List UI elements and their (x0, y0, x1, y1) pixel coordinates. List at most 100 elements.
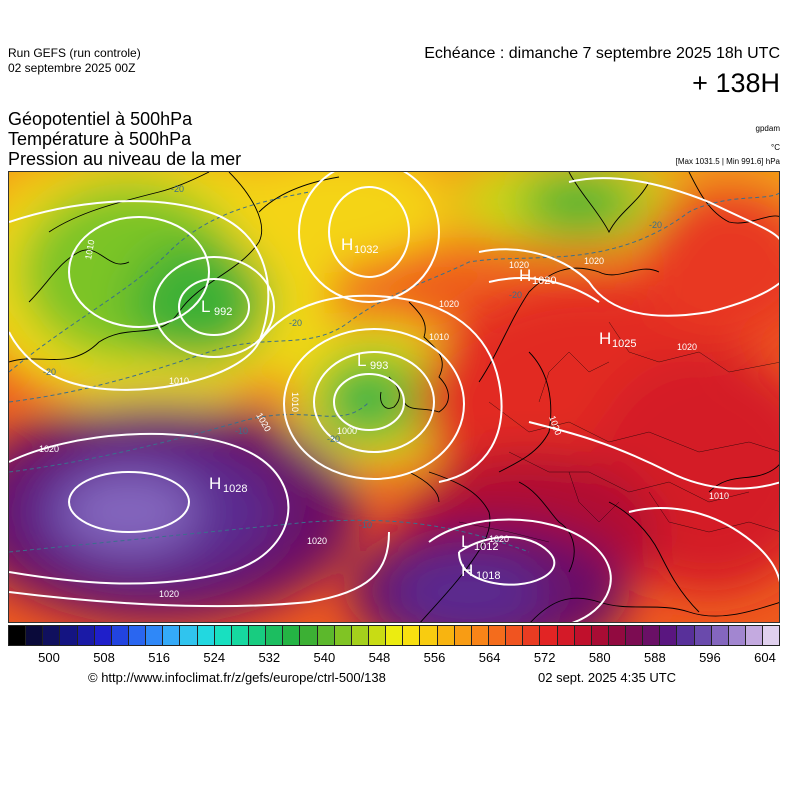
map-svg: H 1032 H 1020 L 992 L 993 H 1025 H 1028 … (9, 172, 779, 622)
generated-timestamp: 02 sept. 2025 4:35 UTC (538, 670, 677, 685)
forecast-hour: + 138H (692, 68, 780, 98)
isobar-labels: 1010 1010 1020 1020 1020 1020 1020 1010 … (39, 239, 729, 599)
colorbar-tick-label: 580 (588, 650, 611, 665)
center-value-label: 992 (214, 306, 232, 318)
colorbar-swatch (591, 626, 609, 645)
unit-geopotential: gpdam (755, 124, 780, 133)
isotherm-label: -20 (509, 290, 522, 300)
colorbar-swatch (9, 626, 27, 645)
colorbar-swatch (728, 626, 747, 645)
weather-map: H 1032 H 1020 L 992 L 993 H 1025 H 1028 … (8, 171, 780, 623)
colorbar-swatch (283, 626, 301, 645)
isobars (9, 172, 779, 622)
colorbar-swatch (43, 626, 61, 645)
isotherm-label: -10 (359, 520, 372, 530)
center-type-label: H (599, 329, 611, 348)
unit-temperature: °C (771, 143, 780, 152)
isobar-label: 1000 (337, 426, 357, 436)
center-value-label: 1025 (612, 338, 636, 350)
colorbar-swatch (506, 626, 524, 645)
country-borders (458, 321, 779, 543)
center-value-label: 1028 (223, 483, 247, 495)
colorbar-tick-label: 532 (258, 650, 281, 665)
center-value-label: 1020 (532, 275, 556, 287)
isobar-label: 1020 (439, 299, 459, 309)
colorbar-swatch (248, 626, 267, 645)
isotherm-labels: -20 -20 -20 -20 -20 -20 -10 -10 (43, 184, 662, 530)
isotherm-label: -20 (327, 434, 340, 444)
isotherm-label: -10 (235, 426, 248, 436)
colorbar-swatch (180, 626, 198, 645)
center-type-label: L (201, 297, 210, 316)
center-value-label: 1012 (474, 541, 498, 553)
colorbar-swatch (711, 626, 729, 645)
colorbar-tick-label: 572 (533, 650, 556, 665)
run-label: Run GEFS (run controle) (8, 46, 141, 60)
run-date: 02 septembre 2025 00Z (8, 61, 136, 75)
colorbar-swatch (746, 626, 764, 645)
colorbar-swatch (574, 626, 592, 645)
isotherm-label: -20 (289, 318, 302, 328)
colorbar-swatch (146, 626, 164, 645)
colorbar-tick-label: 564 (478, 650, 501, 665)
colorbar-tick-label: 524 (203, 650, 226, 665)
geopotential-field (9, 172, 779, 622)
colorbar-tick-label: 540 (313, 650, 336, 665)
colorbar (8, 625, 780, 646)
center-type-label: H (519, 266, 531, 285)
colorbar-swatch (386, 626, 404, 645)
colorbar-tick-label: 556 (423, 650, 446, 665)
isotherms (9, 191, 779, 553)
isotherm-label: -20 (171, 184, 184, 194)
colorbar-swatch (94, 626, 112, 645)
colorbar-tick-label: 588 (643, 650, 666, 665)
colorbar-tick-label: 508 (93, 650, 115, 665)
colorbar-swatch (454, 626, 472, 645)
colorbar-swatch (540, 626, 558, 645)
colorbar-swatch (763, 626, 780, 645)
isobar-label: 1010 (290, 392, 300, 412)
colorbar-swatch (300, 626, 318, 645)
colorbar-swatch (197, 626, 215, 645)
colorbar-swatch (608, 626, 627, 645)
isobar-label: 1010 (429, 332, 449, 342)
colorbar-swatch (471, 626, 489, 645)
colorbar-swatch (557, 626, 575, 645)
isobar-label: 1020 (677, 342, 697, 352)
center-type-label: H (209, 474, 221, 493)
colorbar-swatch (163, 626, 181, 645)
center-type-label: H (461, 561, 473, 580)
source-url[interactable]: © http://www.infoclimat.fr/z/gefs/europe… (88, 670, 386, 685)
colorbar-swatch (60, 626, 78, 645)
center-type-label: H (341, 235, 353, 254)
colorbar-swatch (317, 626, 335, 645)
colorbar-swatch (351, 626, 369, 645)
colorbar-swatch (111, 626, 129, 645)
colorbar-swatch (643, 626, 661, 645)
isobar-label: 1020 (509, 260, 529, 270)
isobar-label: 1010 (83, 239, 96, 260)
isotherm-label: -20 (43, 367, 56, 377)
coastlines (9, 172, 779, 622)
colorbar-swatch (214, 626, 232, 645)
colorbar-swatch (403, 626, 421, 645)
isobar-label: 1020 (39, 444, 59, 454)
colorbar-swatch (677, 626, 695, 645)
pressure-centers: H 1032 H 1020 L 992 L 993 H 1025 H 1028 … (201, 235, 636, 582)
center-value-label: 993 (370, 360, 388, 372)
center-type-label: L (461, 532, 470, 551)
isotherm-label: -20 (649, 220, 662, 230)
colorbar-swatch (266, 626, 284, 645)
colorbar-swatch (368, 626, 387, 645)
colorbar-swatch (488, 626, 507, 645)
title-temperature: Température à 500hPa (8, 129, 192, 149)
center-type-label: L (357, 351, 366, 370)
isobar-label: 1010 (169, 376, 189, 386)
colorbar-swatch (523, 626, 541, 645)
colorbar-swatch (26, 626, 44, 645)
isobar-label: 1010 (709, 491, 729, 501)
colorbar-swatch (626, 626, 644, 645)
colorbar-swatch (128, 626, 147, 645)
forecast-valid-time: Echéance : dimanche 7 septembre 2025 18h… (424, 45, 780, 62)
isobar-label: 1020 (159, 589, 179, 599)
